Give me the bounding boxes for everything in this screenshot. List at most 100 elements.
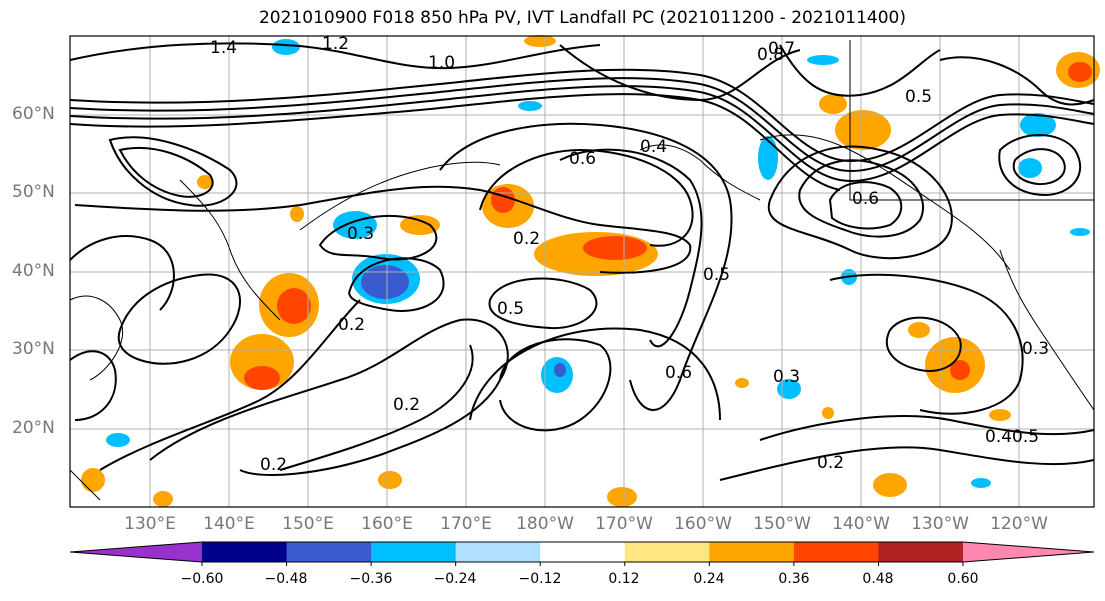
colorbar-segment [709,542,795,562]
contour-label: 0.2 [513,229,540,249]
colorbar-segment [455,542,541,562]
contour-label: 0.5 [703,265,730,285]
anomaly-patch [272,39,300,55]
contour-label: 1.4 [210,38,237,58]
lon-label: 160°E [361,514,413,534]
colorbar [69,541,1095,566]
anomaly-patch [290,206,304,222]
lat-label: 60°N [12,104,55,124]
anomaly-patch [873,473,907,497]
anomaly-patch [106,433,130,447]
lon-label: 150°W [753,514,811,534]
contour-label: 0.5 [1012,427,1039,447]
lon-label: 130°E [124,514,176,534]
anomaly-patch [607,487,637,507]
anomaly-patch [835,110,891,150]
contour-label: 0.2 [338,315,365,335]
anomaly-patch [244,366,280,390]
colorbar-segment [878,542,964,562]
contour-label: 0.2 [393,395,420,415]
contour-label: 0.7 [768,39,795,59]
lat-label: 50°N [12,182,55,202]
colorbar-segment [286,542,372,562]
anomaly-patch [971,478,991,488]
anomaly-patch [735,378,749,388]
lon-label: 170°W [595,514,653,534]
lon-label: 130°W [911,514,969,534]
anomaly-patch [1018,158,1042,178]
contour-label: 0.5 [497,299,524,319]
colorbar-tick: −0.60 [180,571,224,587]
pv-contours [69,42,1095,481]
lon-label: 150°E [282,514,334,534]
lat-label: 30°N [12,339,55,359]
anomaly-patch [583,236,647,260]
colorbar-tick: −0.48 [264,571,308,587]
lon-label: 140°E [203,514,255,534]
gridlines [70,36,1094,507]
anomaly-patch [518,101,542,111]
colorbar-tick: 0.60 [947,571,979,587]
map-frame [69,35,1095,508]
anomaly-patch [361,265,409,299]
anomaly-patch [1070,228,1090,236]
contour-label: 1.0 [428,53,455,73]
anomaly-patch [908,322,930,338]
anomaly-patch [277,288,311,324]
contour-label: 0.3 [347,224,374,244]
anomaly-patch [822,407,834,419]
lon-label: 140°W [832,514,890,534]
contour-label: 0.2 [817,453,844,473]
contour-label: 0.6 [665,363,692,383]
colorbar-tick: 0.24 [693,571,725,587]
contour-label: 0.8 [757,45,784,65]
map-title: 2021010900 F018 850 hPa PV, IVT Landfall… [258,8,906,28]
positive-anomaly-patches [81,35,1100,507]
anomaly-patch [81,468,105,492]
colorbar-tick: −0.24 [433,571,477,587]
anomaly-patch [400,215,440,235]
lon-label: 120°W [990,514,1048,534]
contour-labels: 1.4 1.2 1.0 0.8 0.7 0.6 0.5 0.4 0.3 0.2 … [210,34,1049,475]
colorbar-tick: −0.36 [349,571,393,587]
colorbar-extend-min [70,542,202,562]
colorbar-segment [371,542,457,562]
anomaly-patch [777,379,801,399]
contour-label: 0.2 [260,455,287,475]
anomaly-patch [491,187,515,213]
anomaly-patch [758,136,778,180]
contour-label: 0.3 [1022,339,1049,359]
contour-label: 0.6 [852,189,879,209]
anomaly-patch [378,471,402,489]
anomaly-patch [807,55,839,65]
contour-label: 0.6 [569,149,596,169]
anomaly-patch [1020,113,1056,137]
lon-label: 170°E [440,514,492,534]
colorbar-segment [624,542,710,562]
anomaly-patch [989,409,1011,421]
colorbar-segment [793,542,879,562]
negative-anomaly-patches [106,39,1090,488]
colorbar-tick: −0.12 [518,571,562,587]
anomaly-patch [1068,62,1092,82]
colorbar-tick: 0.48 [862,571,894,587]
anomaly-patch [197,175,213,189]
lon-label: 160°W [674,514,732,534]
contour-label: 0.3 [773,367,800,387]
colorbar-tick: 0.12 [608,571,640,587]
contour-label: 0.4 [985,427,1012,447]
contour-label: 0.5 [905,87,932,107]
coastlines [69,40,1095,501]
anomaly-patch [819,94,847,114]
contour-label: 1.2 [322,34,349,54]
colorbar-segment [540,542,626,562]
anomaly-patch [524,35,556,47]
anomaly-patch [554,363,566,377]
contour-label: 0.4 [640,137,667,157]
anomaly-patch [153,491,173,507]
lat-label: 40°N [12,261,55,281]
anomaly-patch [950,360,970,380]
lon-label: 180°W [516,514,574,534]
colorbar-segment [202,542,288,562]
